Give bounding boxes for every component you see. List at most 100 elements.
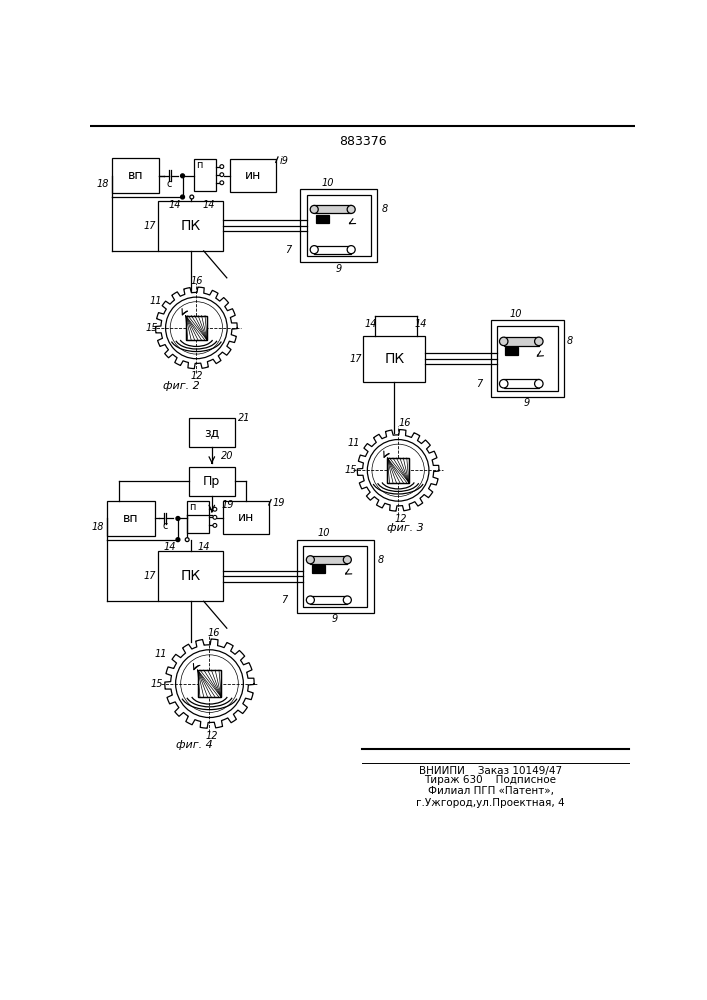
Bar — [300, 189, 378, 262]
Text: ПК: ПК — [180, 569, 201, 583]
Text: фиг. 2: фиг. 2 — [163, 381, 199, 391]
Text: i9: i9 — [279, 156, 288, 166]
Text: 14: 14 — [198, 542, 211, 552]
Bar — [198, 670, 221, 697]
Circle shape — [220, 165, 223, 169]
Circle shape — [347, 246, 355, 254]
Text: 18: 18 — [96, 179, 109, 189]
Bar — [194, 158, 216, 191]
Circle shape — [176, 517, 180, 520]
Text: Тираж 630    Подписное: Тираж 630 Подписное — [424, 775, 556, 785]
Bar — [230, 158, 276, 192]
Text: 7: 7 — [285, 245, 291, 255]
Bar — [387, 458, 409, 483]
Bar — [189, 466, 235, 496]
Bar — [314, 205, 351, 213]
Bar — [503, 379, 539, 388]
Bar — [503, 337, 539, 346]
Bar — [198, 670, 221, 697]
Bar — [312, 565, 325, 573]
Circle shape — [213, 507, 217, 511]
Bar — [310, 596, 347, 604]
Bar — [497, 326, 558, 391]
Text: 12: 12 — [206, 731, 218, 741]
Bar — [316, 215, 329, 223]
Text: 7: 7 — [477, 379, 483, 389]
Text: 15: 15 — [344, 465, 356, 475]
Text: Пр: Пр — [203, 475, 221, 488]
Text: 14: 14 — [168, 200, 181, 210]
Text: 11: 11 — [348, 438, 361, 448]
Circle shape — [344, 596, 351, 604]
Text: 15: 15 — [146, 323, 158, 333]
Circle shape — [499, 337, 508, 346]
Bar — [314, 246, 351, 254]
Bar — [491, 320, 563, 397]
Text: ПК: ПК — [180, 219, 201, 233]
Text: п: п — [197, 160, 203, 170]
Circle shape — [306, 556, 315, 564]
Circle shape — [213, 515, 217, 519]
Text: 8: 8 — [378, 555, 384, 565]
Bar — [310, 556, 347, 564]
Circle shape — [213, 523, 217, 527]
Bar — [158, 551, 223, 601]
Text: с: с — [162, 521, 168, 531]
Circle shape — [310, 205, 318, 213]
Text: 8: 8 — [567, 336, 573, 346]
Text: 20: 20 — [221, 451, 233, 461]
Bar — [186, 316, 207, 340]
Text: 19: 19 — [221, 500, 233, 510]
Bar — [158, 201, 223, 251]
Text: зд: зд — [204, 426, 219, 439]
Bar — [363, 336, 425, 382]
Bar — [186, 316, 207, 340]
Text: 14: 14 — [415, 319, 428, 329]
Circle shape — [185, 538, 189, 542]
Text: 11: 11 — [155, 649, 168, 659]
Circle shape — [176, 538, 180, 542]
Text: п: п — [189, 502, 196, 512]
Bar — [303, 546, 368, 607]
Circle shape — [220, 173, 223, 177]
Text: ВНИИПИ    Заказ 10149/47: ВНИИПИ Заказ 10149/47 — [419, 766, 562, 776]
Text: 9: 9 — [332, 614, 338, 624]
Bar — [107, 501, 155, 536]
Text: 9: 9 — [524, 398, 530, 408]
Text: 17: 17 — [144, 221, 156, 231]
Circle shape — [344, 556, 351, 564]
Circle shape — [190, 195, 194, 199]
Bar — [296, 540, 373, 613]
Text: ПК: ПК — [384, 352, 404, 366]
Text: 19: 19 — [273, 498, 285, 508]
Text: 10: 10 — [510, 309, 522, 319]
Text: 16: 16 — [207, 628, 220, 638]
Text: фиг. 3: фиг. 3 — [387, 523, 424, 533]
Text: 21: 21 — [238, 413, 250, 423]
Text: 14: 14 — [164, 542, 176, 552]
Circle shape — [306, 596, 315, 604]
Text: 11: 11 — [149, 296, 162, 306]
Text: 17: 17 — [144, 571, 156, 581]
Circle shape — [534, 379, 543, 388]
Text: 9: 9 — [336, 264, 342, 274]
Bar — [506, 347, 518, 355]
Text: 14: 14 — [203, 200, 215, 210]
Text: 12: 12 — [190, 371, 203, 381]
Text: 16: 16 — [398, 418, 411, 428]
Text: 16: 16 — [190, 276, 203, 286]
Text: Филиал ПГП «Патент»,: Филиал ПГП «Патент», — [428, 786, 554, 796]
Circle shape — [534, 337, 543, 346]
Circle shape — [180, 174, 185, 178]
Text: 10: 10 — [317, 528, 329, 538]
Text: фиг. 4: фиг. 4 — [176, 740, 213, 750]
Text: 12: 12 — [395, 514, 407, 524]
Text: 14: 14 — [365, 319, 378, 329]
Circle shape — [310, 246, 318, 254]
Circle shape — [180, 195, 185, 199]
Circle shape — [220, 181, 223, 185]
Bar — [187, 501, 209, 533]
Text: 10: 10 — [321, 178, 334, 188]
Text: г.Ужгород,ул.Проектная, 4: г.Ужгород,ул.Проектная, 4 — [416, 798, 565, 808]
Text: с: с — [167, 179, 172, 189]
